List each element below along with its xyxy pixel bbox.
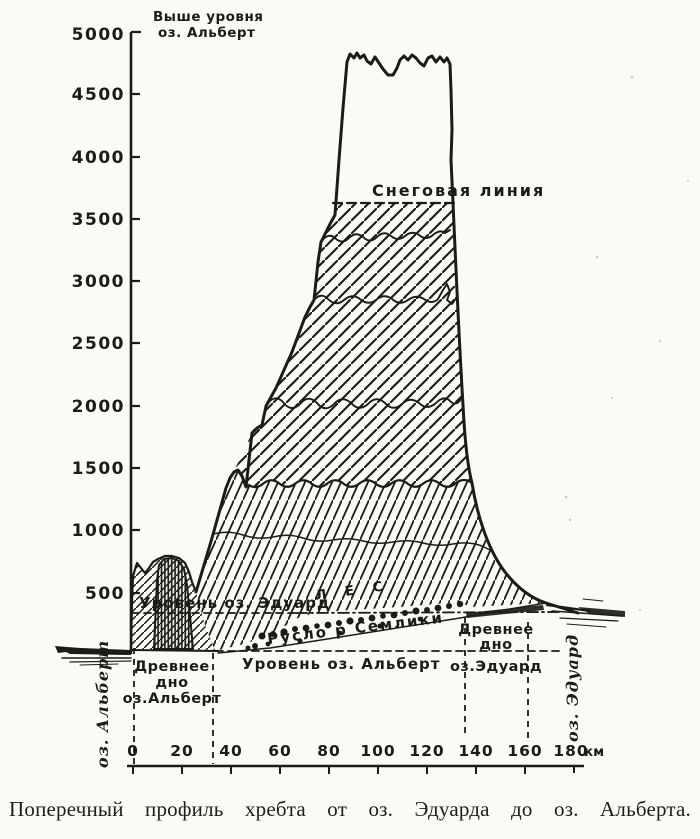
y-tick-1000: 1000 xyxy=(72,521,125,541)
y-axis-title-line1: Выше уровня xyxy=(153,9,263,25)
ridge-line-3000 xyxy=(313,283,458,305)
x-tick-100: 100 xyxy=(360,742,395,760)
ground-baseline xyxy=(130,649,219,652)
x-tick-60: 60 xyxy=(268,742,292,760)
ridge-line-1000 xyxy=(212,531,491,551)
y-axis: 5000 4500 4000 3500 3000 2500 2000 1500 … xyxy=(72,9,263,654)
x-tick-140: 140 xyxy=(458,742,493,760)
x-tick-0: 0 xyxy=(127,742,139,760)
svg-text:Древнее: Древнее xyxy=(134,659,210,675)
svg-text:дно: дно xyxy=(479,637,512,653)
zone-markers xyxy=(133,617,529,764)
summit-tower-face xyxy=(334,62,453,215)
y-tick-2500: 2500 xyxy=(72,334,125,354)
svg-text:оз.Альберт: оз.Альберт xyxy=(123,691,222,707)
x-tick-80: 80 xyxy=(317,742,341,760)
forest-tree-row xyxy=(245,600,544,651)
figure-caption: Поперечный профиль хребта от оз. Эдуарда… xyxy=(9,797,691,821)
y-tick-1500: 1500 xyxy=(72,459,125,479)
foothill-silhouette xyxy=(129,554,198,651)
upper-massif-hatch xyxy=(226,204,472,488)
snow-line-label: Снеговая линия xyxy=(372,181,545,200)
lake-albert-rotated-label: оз. Альберт xyxy=(93,640,112,768)
x-axis-unit: км xyxy=(584,744,604,760)
mountain-silhouette xyxy=(129,51,580,651)
edward-level-label: Уровень оз. Эдуард xyxy=(139,594,330,612)
svg-text:дно: дно xyxy=(155,675,188,691)
ridge-line-3400 xyxy=(320,229,451,243)
x-axis-ticks xyxy=(132,766,575,774)
y-axis-title-line2: оз. Альберт xyxy=(158,25,255,41)
x-tick-120: 120 xyxy=(409,742,444,760)
profile-chart: 5000 4500 4000 3500 3000 2500 2000 1500 … xyxy=(55,9,689,774)
main-silhouette xyxy=(194,51,580,615)
y-tick-2000: 2000 xyxy=(72,397,125,417)
lower-massif-hatch xyxy=(196,470,546,651)
y-tick-4500: 4500 xyxy=(72,85,125,105)
y-axis-ticks xyxy=(131,30,141,595)
albert-level-label: Уровень оз. Альберт xyxy=(242,655,440,673)
ridge-line-2050 xyxy=(265,397,462,410)
svg-text:оз.Эдуард: оз.Эдуард xyxy=(450,659,542,675)
x-axis: 0 20 40 60 80 100 120 140 160 180 км xyxy=(127,742,604,774)
mountain-hatch-fills xyxy=(131,62,546,651)
x-tick-40: 40 xyxy=(219,742,243,760)
ancient-bottom-edward-label: Древнее дно оз.Эдуард xyxy=(450,622,542,675)
x-tick-160: 160 xyxy=(507,742,542,760)
y-tick-3000: 3000 xyxy=(72,272,125,292)
ridge-line-1350 xyxy=(224,468,474,490)
paper-specks xyxy=(564,75,689,612)
lake-albert-water xyxy=(55,646,132,666)
lake-edward-water xyxy=(545,598,625,628)
y-tick-3500: 3500 xyxy=(72,210,125,230)
dense-forest-strip xyxy=(466,605,544,618)
dark-butte xyxy=(152,556,195,650)
lake-edward-rotated-label: оз. Эдуард xyxy=(563,634,582,742)
ancient-bottom-albert-label: Древнее дно оз.Альберт xyxy=(123,659,222,707)
y-tick-5000: 5000 xyxy=(72,25,125,45)
y-tick-500: 500 xyxy=(85,584,125,604)
svg-text:Древнее: Древнее xyxy=(458,622,534,638)
y-tick-4000: 4000 xyxy=(72,148,125,168)
terrace-ridge-lines xyxy=(212,229,491,551)
x-tick-20: 20 xyxy=(170,742,194,760)
x-tick-180: 180 xyxy=(553,742,588,760)
